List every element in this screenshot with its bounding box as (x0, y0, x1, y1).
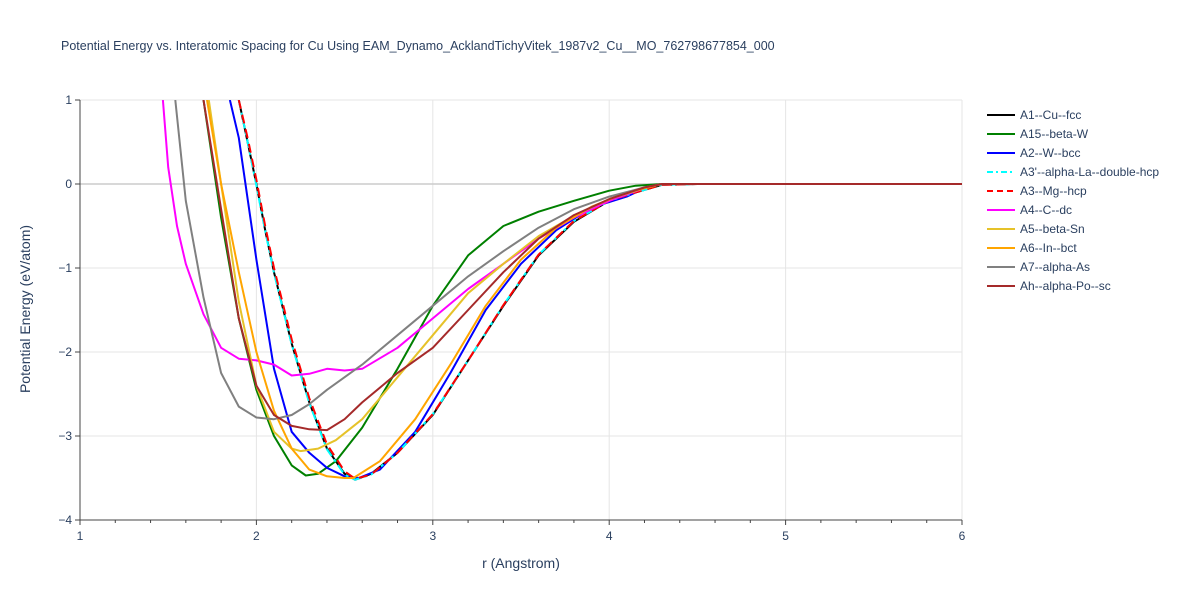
y-tick-label: −3 (58, 429, 72, 443)
y-tick-label: −2 (58, 345, 72, 359)
series-line-4 (237, 100, 962, 480)
series-line-7 (206, 100, 962, 479)
x-tick-label: 5 (782, 529, 789, 543)
x-tick-label: 3 (429, 529, 436, 543)
legend-label-2: A2--W--bcc (1020, 146, 1080, 160)
series-line-8 (174, 100, 962, 421)
y-axis-title: Potential Energy (eV/atom) (17, 225, 33, 393)
legend-label-3: A3'--alpha-La--double-hcp (1020, 165, 1159, 179)
axes: 1 2 3 4 5 6 −4 −3 −2 −1 0 1 (58, 93, 965, 543)
series-line-6 (207, 100, 962, 453)
series-line-0 (237, 100, 962, 481)
x-tick-label: 1 (77, 529, 84, 543)
series-line-5 (161, 100, 962, 377)
x-tick-label: 6 (959, 529, 966, 543)
legend-label-0: A1--Cu--fcc (1020, 108, 1081, 122)
plot-area (161, 100, 962, 481)
series-line-1 (202, 100, 962, 477)
series-line-2 (228, 100, 962, 479)
y-tick-label: 0 (65, 177, 72, 191)
y-tick-label: −4 (58, 513, 72, 527)
x-tick-label: 4 (606, 529, 613, 543)
legend-label-6: A5--beta-Sn (1020, 222, 1085, 236)
series-line-9 (202, 100, 962, 432)
legend-label-4: A3--Mg--hcp (1020, 184, 1087, 198)
legend-label-7: A6--In--bct (1020, 241, 1077, 255)
legend-label-8: A7--alpha-As (1020, 260, 1090, 274)
legend: A1--Cu--fcc A15--beta-W A2--W--bcc A3'--alp… (987, 108, 1159, 293)
legend-label-9: Ah--alpha-Po--sc (1020, 279, 1111, 293)
series-line-3 (237, 100, 962, 481)
y-tick-label: −1 (58, 261, 72, 275)
chart-title: Potential Energy vs. Interatomic Spacing… (61, 39, 775, 53)
legend-label-5: A4--C--dc (1020, 203, 1072, 217)
x-tick-label: 2 (253, 529, 260, 543)
y-tick-label: 1 (65, 93, 72, 107)
legend-label-1: A15--beta-W (1020, 127, 1089, 141)
x-axis-title: r (Angstrom) (482, 555, 560, 571)
